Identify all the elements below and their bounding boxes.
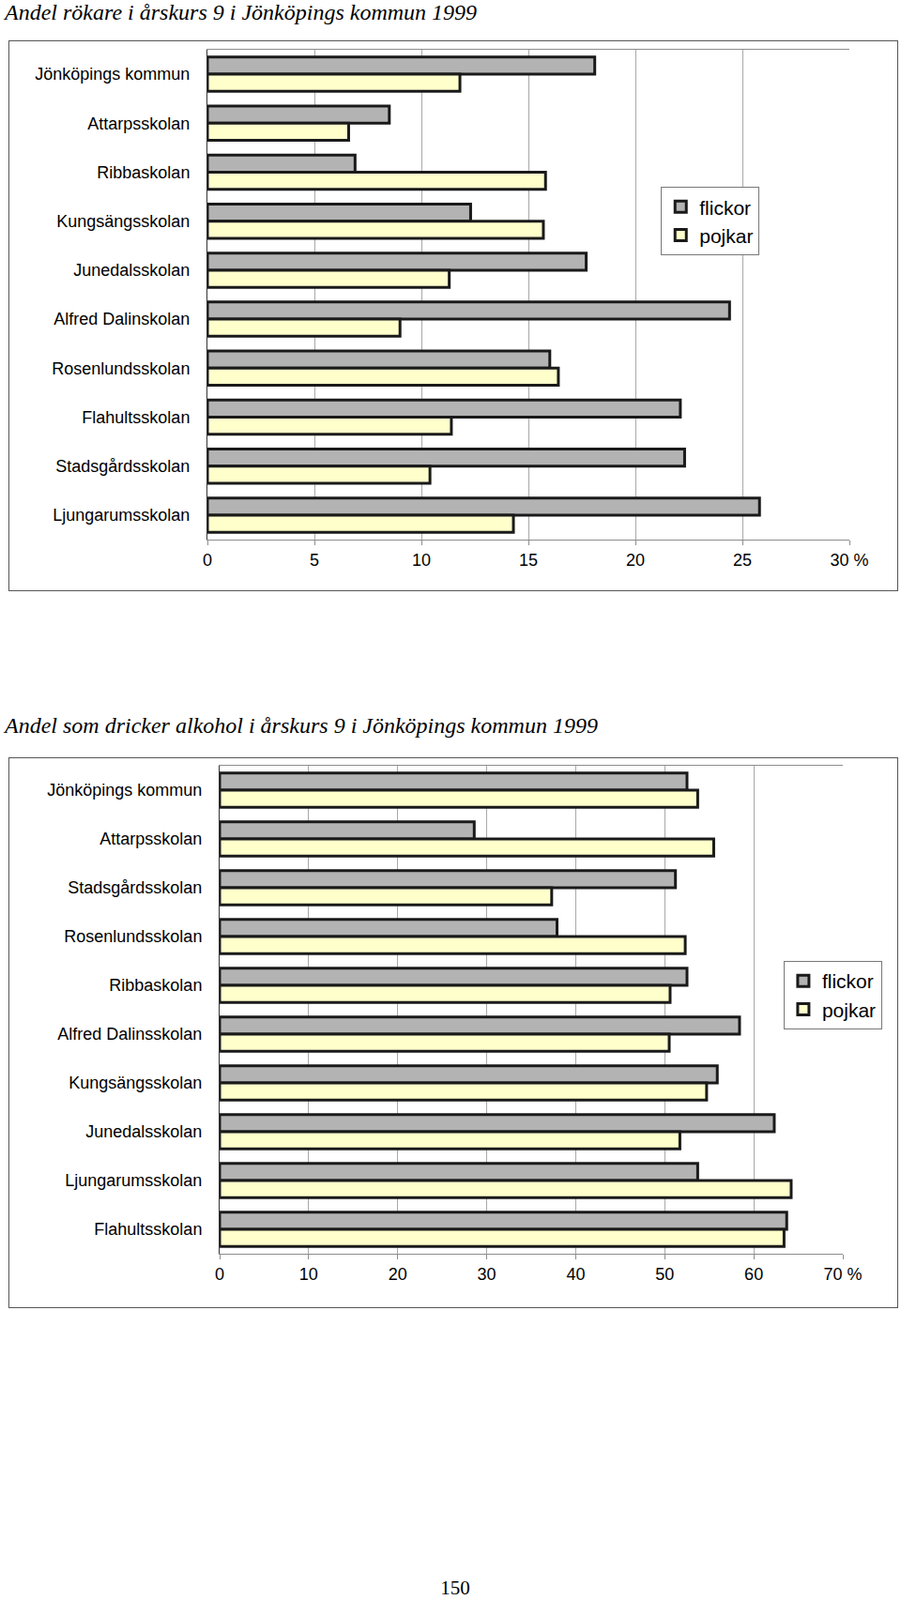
svg-text:Flahultsskolan: Flahultsskolan — [93, 1220, 202, 1239]
svg-text:Junedalsskolan: Junedalsskolan — [73, 260, 190, 280]
svg-text:Jönköpings kommun: Jönköpings kommun — [46, 780, 202, 800]
svg-text:30: 30 — [477, 1265, 497, 1284]
svg-text:flickor: flickor — [699, 197, 751, 219]
svg-text:20: 20 — [626, 550, 645, 570]
svg-text:70 %: 70 % — [823, 1265, 862, 1284]
svg-text:Alfred Dalinskolan: Alfred Dalinskolan — [53, 309, 190, 329]
svg-text:Stadsgårdsskolan: Stadsgårdsskolan — [55, 457, 190, 476]
svg-text:Stadsgårdsskolan: Stadsgårdsskolan — [67, 878, 202, 898]
svg-text:pojkar: pojkar — [699, 225, 753, 247]
svg-text:Ljungarumsskolan: Ljungarumsskolan — [52, 505, 190, 525]
svg-text:Rosenlundsskolan: Rosenlundsskolan — [51, 359, 190, 379]
html-text:150: 150 — [440, 1576, 471, 1600]
svg-text:Kungsängsskolan: Kungsängsskolan — [68, 1073, 202, 1093]
svg-text:pojkar: pojkar — [822, 999, 876, 1022]
html-text:Andel rökare i årskurs 9 i Jön: Andel rökare i årskurs 9 i Jönköpings ko… — [4, 0, 477, 25]
svg-text:20: 20 — [388, 1265, 408, 1284]
svg-text:0: 0 — [202, 550, 213, 570]
svg-text:5: 5 — [309, 550, 320, 570]
svg-text:10: 10 — [412, 550, 431, 570]
svg-text:Junedalsskolan: Junedalsskolan — [85, 1122, 202, 1142]
svg-text:40: 40 — [565, 1265, 585, 1284]
svg-text:15: 15 — [519, 550, 538, 570]
html-text:Andel som dricker alkohol i år: Andel som dricker alkohol i årskurs 9 i … — [4, 713, 598, 738]
svg-text:50: 50 — [655, 1265, 674, 1284]
svg-text:25: 25 — [733, 550, 752, 570]
svg-text:10: 10 — [299, 1265, 319, 1284]
svg-text:Jönköpings kommun: Jönköpings kommun — [34, 64, 190, 84]
svg-text:30 %: 30 % — [829, 550, 869, 570]
svg-text:0: 0 — [214, 1265, 225, 1284]
svg-text:60: 60 — [744, 1265, 764, 1284]
svg-text:Alfred Dalinsskolan: Alfred Dalinsskolan — [57, 1024, 202, 1044]
svg-text:Attarpsskolan: Attarpsskolan — [87, 114, 190, 134]
svg-text:flickor: flickor — [822, 970, 874, 993]
svg-text:Flahultsskolan: Flahultsskolan — [81, 408, 190, 428]
svg-text:Ljungarumsskolan: Ljungarumsskolan — [64, 1171, 202, 1191]
svg-text:Rosenlundsskolan: Rosenlundsskolan — [63, 927, 202, 947]
svg-text:Attarpsskolan: Attarpsskolan — [99, 829, 202, 849]
svg-text:Ribbaskolan: Ribbaskolan — [108, 976, 202, 995]
svg-text:Ribbaskolan: Ribbaskolan — [96, 163, 190, 183]
svg-text:Kungsängsskolan: Kungsängsskolan — [56, 212, 190, 231]
